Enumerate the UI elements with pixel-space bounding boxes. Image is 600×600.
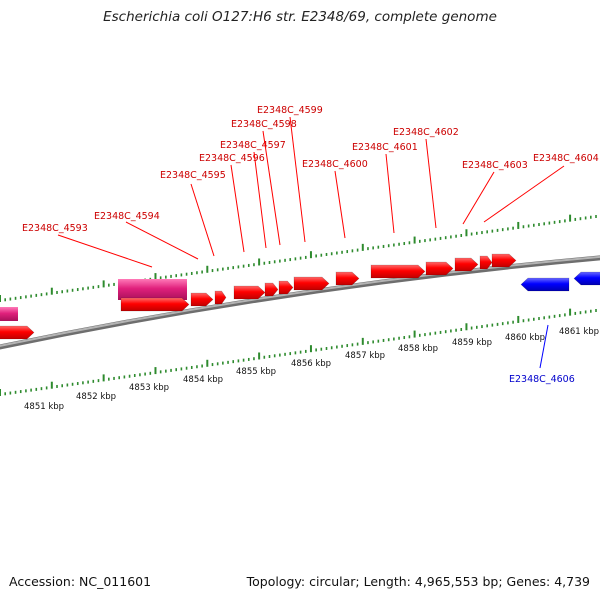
gene-label: E2348C_4593 [22,223,88,234]
gene-label: E2348C_4604 [533,153,599,164]
callout-leader-line [230,164,245,253]
gene-label: E2348C_4597 [220,140,286,151]
forward-gene-arrow [214,290,227,305]
reverse-gene-arrow [573,271,600,286]
highlight-gene-feature [0,307,18,321]
forward-gene-arrow [190,292,214,307]
gene-label: E2348C_4595 [160,170,226,181]
genome-backbone [0,255,600,350]
forward-gene-arrow [454,257,479,272]
scale-label: 4860 kbp [505,333,545,343]
callout-leader-line [462,171,495,225]
scale-label: 4856 kbp [291,359,331,369]
callout-leader-line [425,138,437,229]
callout-leader-line [334,170,346,239]
forward-gene-arrow [425,261,454,276]
scale-label: 4857 kbp [345,351,385,361]
gene-label: E2348C_4602 [393,127,459,138]
forward-gene-arrow [0,325,35,340]
scale-label: 4851 kbp [24,402,64,412]
callout-leader-line [253,151,267,249]
reverse-gene-arrow [520,277,570,292]
gene-label: E2348C_4606 [509,374,575,385]
callout-leader-line [539,324,549,369]
gene-label: E2348C_4601 [352,142,418,153]
forward-gene-arrow [233,285,266,300]
callout-leader-line [483,165,565,223]
topology-text: Topology: circular; Length: 4,965,553 bp… [246,574,590,589]
gene-features [0,253,600,340]
inner-tick-track [0,308,597,396]
callout-leader-line [262,130,281,246]
forward-gene-arrow [293,276,330,291]
forward-gene-arrow [120,297,190,312]
gene-label: E2348C_4599 [257,105,323,116]
forward-gene-arrow [491,253,517,268]
gene-callouts: E2348C_4593 E2348C_4594 E2348C_4595 E2348C_… [22,105,599,385]
forward-gene-arrow [278,280,294,295]
scale-label: 4853 kbp [129,383,169,393]
outer-tick-track [0,214,597,302]
callout-leader-line [125,221,199,260]
scale-label: 4861 kbp [559,327,599,337]
forward-gene-arrow [370,264,426,279]
gene-label: E2348C_4598 [231,119,297,130]
backbone-highlight [0,255,600,347]
scale-label: 4859 kbp [452,338,492,348]
scale-label: 4852 kbp [76,392,116,402]
scale-label: 4858 kbp [398,344,438,354]
genome-title: Escherichia coli O127:H6 str. E2348/69, … [103,9,497,25]
gene-label: E2348C_4603 [462,160,528,171]
forward-gene-arrow [264,282,279,297]
gene-label: E2348C_4594 [94,211,160,222]
accession-text: Accession: NC_011601 [9,574,152,589]
forward-gene-arrow [335,271,360,286]
gene-label: E2348C_4596 [199,153,265,164]
gene-label: E2348C_4600 [302,159,368,170]
callout-leader-line [289,116,306,243]
highlight-gene-feature [118,279,187,300]
callout-leader-line [57,234,153,268]
forward-gene-arrow [479,255,493,270]
callout-leader-line [190,183,215,257]
scale-label: 4855 kbp [236,367,276,377]
callout-leader-line [385,153,395,234]
scale-labels: 4851 kbp 4852 kbp 4853 kbp 4854 kbp 4855 kbp… [24,327,599,412]
scale-label: 4854 kbp [183,375,223,385]
